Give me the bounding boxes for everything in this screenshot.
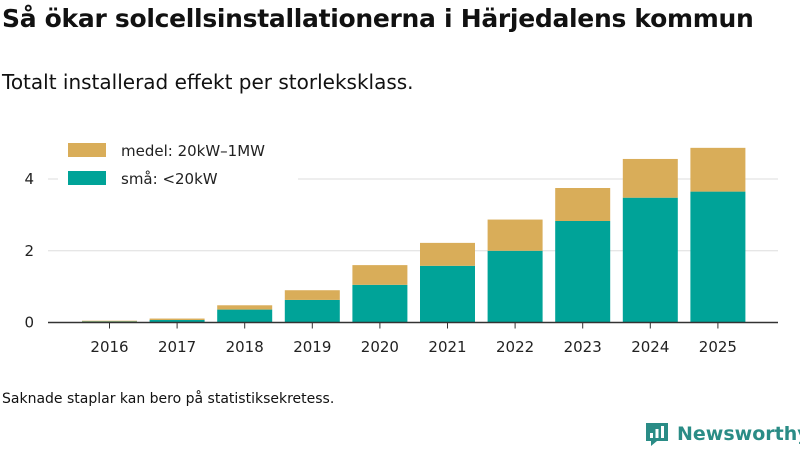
legend-label-medium: medel: 20kW–1MW xyxy=(121,142,265,160)
bar-medium-2018 xyxy=(217,305,273,310)
x-tick-label-2025: 2025 xyxy=(699,338,737,356)
brand-name: Newsworthy xyxy=(677,423,800,445)
bar-small-2023 xyxy=(555,221,611,323)
x-tick-label-2019: 2019 xyxy=(293,338,331,356)
stacked-bar-chart: 0 2 4 2016 2017 2018 2019 2020 2021 2022 2023 2024 2… xyxy=(24,135,778,356)
bar-medium-2024 xyxy=(622,158,678,198)
x-tick-label-2016: 2016 xyxy=(90,338,128,356)
bar-medium-2025 xyxy=(690,147,746,192)
bar-medium-2017 xyxy=(149,318,205,320)
legend-label-small: små: <20kW xyxy=(121,170,218,188)
bar-small-2022 xyxy=(487,250,543,323)
newsworthy-icon xyxy=(646,423,668,446)
legend: medel: 20kW–1MW små: <20kW xyxy=(58,135,298,193)
x-tick-label-2018: 2018 xyxy=(226,338,264,356)
bar-medium-2021 xyxy=(420,242,475,266)
bar-medium-2019 xyxy=(284,290,340,300)
bar-medium-2023 xyxy=(555,188,611,222)
y-tick-label-2: 2 xyxy=(24,242,34,260)
chart-subtitle: Totalt installerad effekt per storlekskl… xyxy=(2,70,414,94)
bar-medium-2020 xyxy=(352,265,408,285)
x-tick-label-2022: 2022 xyxy=(496,338,534,356)
bar-small-2019 xyxy=(284,299,340,323)
bar-small-2025 xyxy=(690,191,746,323)
footnote: Saknade staplar kan bero på statistiksek… xyxy=(2,391,335,407)
axes: 0 2 4 2016 2017 2018 2019 2020 2021 2022 2023 2024 2… xyxy=(24,170,778,356)
y-tick-label-4: 4 xyxy=(24,170,34,188)
bar-medium-2022 xyxy=(487,219,543,251)
bar-small-2017 xyxy=(149,319,205,323)
x-tick-label-2021: 2021 xyxy=(428,338,466,356)
chart-title: Så ökar solcellsinstallationerna i Härje… xyxy=(2,4,754,33)
bar-small-2020 xyxy=(352,284,408,323)
newsworthy-logo[interactable]: Newsworthy xyxy=(643,418,800,450)
x-tick-label-2017: 2017 xyxy=(158,338,196,356)
bar-small-2021 xyxy=(420,265,475,323)
bar-medium-2016 xyxy=(82,320,137,322)
x-tick-label-2024: 2024 xyxy=(631,338,669,356)
y-tick-label-0: 0 xyxy=(24,314,34,332)
x-tick-label-2020: 2020 xyxy=(361,338,399,356)
bar-small-2024 xyxy=(622,197,678,323)
bar-small-2018 xyxy=(217,309,273,323)
x-tick-label-2023: 2023 xyxy=(564,338,602,356)
legend-swatch-medium xyxy=(68,143,106,157)
bars xyxy=(82,147,746,323)
legend-swatch-small xyxy=(68,171,106,185)
